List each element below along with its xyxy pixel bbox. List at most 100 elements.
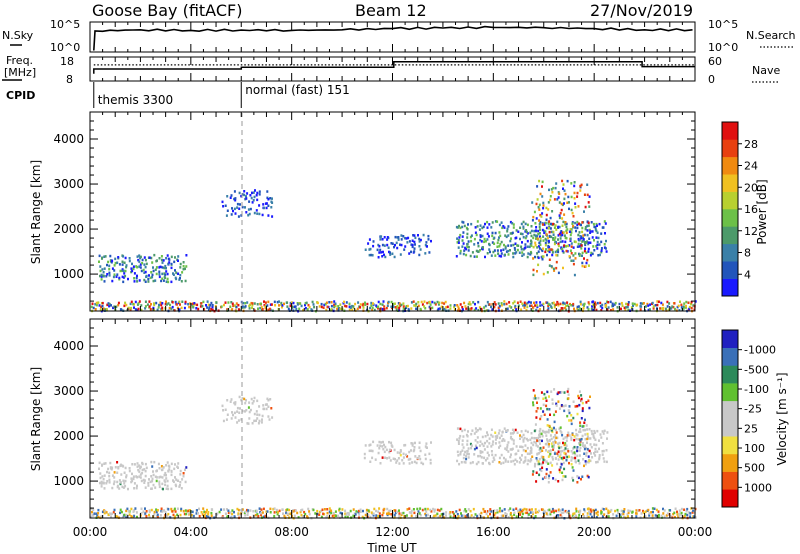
scatter-cell (587, 507, 590, 510)
scatter-cell (603, 243, 606, 246)
scatter-cell (470, 307, 473, 310)
velocity-colorbar-label: Velocity [m s⁻¹] (775, 372, 789, 465)
scatter-cell (229, 196, 232, 199)
scatter-cell (551, 402, 554, 405)
scatter-cell (110, 304, 112, 307)
scatter-cell (398, 307, 401, 310)
scatter-cell (568, 244, 571, 247)
scatter-cell (166, 479, 169, 483)
scatter-cell (238, 411, 241, 414)
scatter-cell (366, 302, 369, 306)
scatter-cell (150, 508, 153, 512)
scatter-cell (541, 303, 544, 307)
scatter-cell (534, 508, 537, 511)
scatter-cell (145, 262, 148, 266)
scatter-cell (159, 301, 162, 304)
scatter-cell (642, 302, 645, 305)
scatter-cell (144, 280, 147, 283)
scatter-cell (184, 267, 186, 271)
scatter-cell (493, 242, 496, 245)
scatter-cell (538, 223, 541, 226)
scatter-cell (575, 510, 578, 513)
scatter-cell (490, 450, 493, 453)
scatter-cell (591, 230, 594, 233)
scatter-cell (605, 449, 608, 452)
x-axis-label: Time UT (366, 541, 417, 554)
scatter-cell (346, 515, 349, 519)
scatter-cell (587, 221, 590, 225)
scatter-cell (304, 512, 307, 516)
scatter-cell (547, 302, 550, 306)
scatter-cell (530, 301, 532, 304)
scatter-cell (598, 454, 601, 457)
scatter-cell (624, 308, 627, 312)
scatter-cell (687, 511, 690, 514)
scatter-cell (155, 479, 158, 483)
scatter-cell (556, 254, 559, 257)
scatter-cell (571, 514, 574, 517)
scatter-cell (478, 444, 481, 447)
scatter-cell (467, 430, 469, 433)
scatter-cell (382, 440, 384, 444)
scatter-cell (567, 195, 570, 199)
scatter-cell (599, 433, 602, 436)
scatter-cell (604, 247, 607, 250)
scatter-cell (573, 451, 576, 454)
scatter-cell (191, 302, 194, 305)
scatter-cell (264, 304, 267, 308)
scatter-cell (556, 300, 559, 304)
velocity-colorbar-seg-1 (722, 471, 738, 490)
scatter-cell (170, 507, 173, 511)
scatter-cell (590, 429, 593, 433)
scatter-cell (586, 435, 589, 438)
scatter-cell (640, 305, 643, 308)
scatter-cell (187, 509, 190, 512)
scatter-cell (203, 510, 206, 513)
scatter-cell (139, 476, 142, 479)
scatter-cell (503, 226, 506, 229)
scatter-cell (99, 308, 102, 311)
scatter-cell (522, 253, 525, 256)
scatter-cell (251, 422, 254, 425)
scatter-cell (588, 428, 591, 431)
scatter-cell (125, 303, 128, 307)
scatter-cell (498, 254, 501, 258)
scatter-cell (428, 452, 431, 456)
scatter-cell (408, 507, 411, 510)
scatter-cell (486, 220, 489, 224)
scatter-cell (122, 479, 125, 482)
scatter-cell (445, 511, 448, 514)
scatter-cell (648, 514, 651, 517)
scatter-cell (494, 254, 497, 257)
scatter-cell (474, 513, 477, 516)
scatter-cell (578, 430, 581, 434)
scatter-cell (529, 304, 532, 308)
scatter-cell (210, 511, 213, 515)
scatter-cell (269, 507, 272, 511)
scatter-cell (547, 201, 550, 204)
scatter-cell (582, 238, 585, 241)
scatter-cell (116, 273, 119, 276)
scatter-cell (479, 249, 482, 252)
scatter-cell (111, 267, 114, 270)
scatter-cell (130, 477, 133, 480)
scatter-cell (536, 237, 539, 240)
scatter-cell (378, 245, 381, 248)
scatter-cell (206, 300, 209, 303)
scatter-cell (203, 513, 206, 516)
scatter-cell (543, 392, 546, 396)
scatter-cell (502, 438, 505, 441)
scatter-cell (497, 302, 500, 305)
scatter-cell (400, 513, 403, 516)
scatter-cell (566, 244, 569, 248)
scatter-cell (377, 514, 380, 518)
scatter-cell (241, 409, 244, 413)
scatter-cell (164, 480, 167, 483)
scatter-cell (504, 512, 507, 515)
scatter-cell (333, 300, 336, 303)
scatter-cell (551, 251, 554, 254)
scatter-cell (306, 515, 308, 518)
scatter-cell (410, 514, 413, 517)
scatter-cell (452, 512, 455, 516)
x-tick-5: 20:00 (577, 525, 612, 539)
